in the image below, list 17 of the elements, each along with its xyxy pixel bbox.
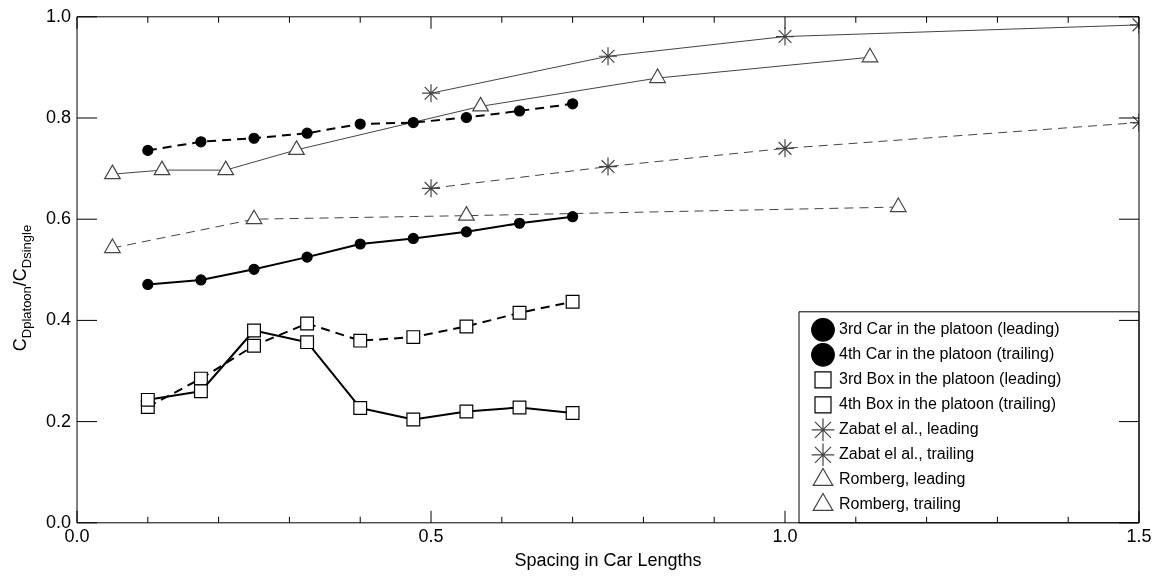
x-axis-title: Spacing in Car Lengths bbox=[514, 550, 702, 571]
legend-label: Romberg, trailing bbox=[839, 495, 961, 513]
legend-label: 3rd Box in the platoon (leading) bbox=[839, 370, 1062, 388]
x-tick-label: 1.0 bbox=[772, 525, 798, 546]
y-tick-label: 0.6 bbox=[45, 208, 72, 229]
y-tick-label: 0.4 bbox=[45, 309, 72, 330]
x-tick-label: 1.5 bbox=[1126, 525, 1152, 546]
legend-label: 4th Car in the platoon (trailing) bbox=[839, 345, 1055, 363]
legend-label: Zabat el al., leading bbox=[839, 420, 979, 438]
y-tick-label: 0.2 bbox=[45, 410, 72, 431]
legend-label: 3rd Car in the platoon (leading) bbox=[839, 320, 1060, 338]
legend-label: 4th Box in the platoon (trailing) bbox=[839, 395, 1057, 413]
y-tick-label: 0.8 bbox=[45, 106, 72, 127]
x-tick-label: 0.5 bbox=[418, 525, 444, 546]
legend-label: Romberg, leading bbox=[839, 470, 966, 488]
y-tick-label: 1.0 bbox=[45, 5, 72, 26]
legend-label: Zabat el al., trailing bbox=[839, 445, 975, 463]
